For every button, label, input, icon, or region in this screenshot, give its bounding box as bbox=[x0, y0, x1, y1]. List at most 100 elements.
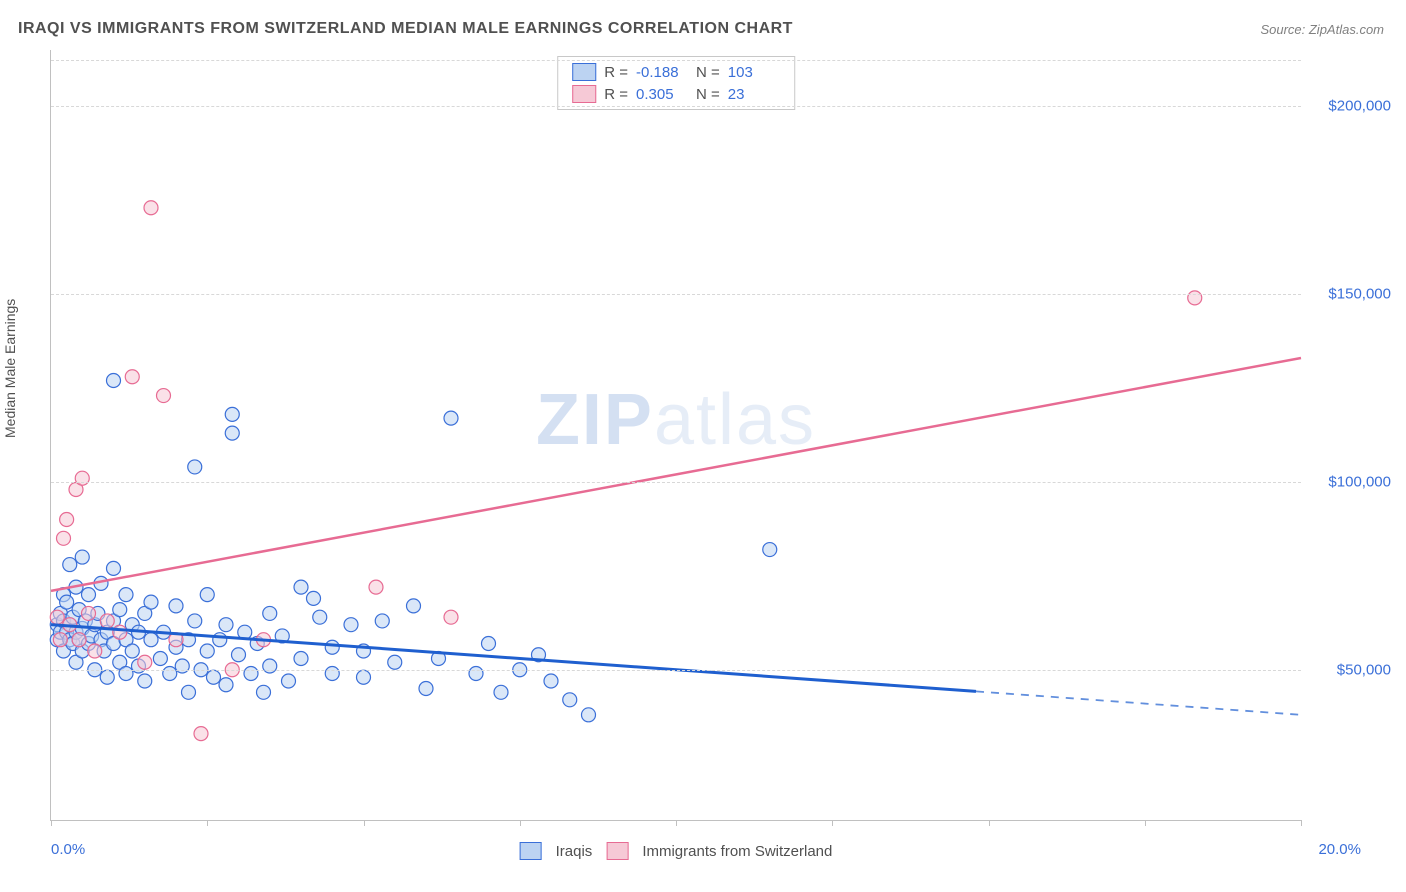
regression-line-swiss bbox=[51, 358, 1301, 591]
data-point-iraqis bbox=[125, 644, 139, 658]
gridline bbox=[51, 670, 1301, 671]
data-point-iraqis bbox=[563, 693, 577, 707]
data-point-iraqis bbox=[544, 674, 558, 688]
data-point-swiss bbox=[113, 625, 127, 639]
data-point-iraqis bbox=[313, 610, 327, 624]
data-point-swiss bbox=[369, 580, 383, 594]
data-point-iraqis bbox=[144, 633, 158, 647]
x-tick bbox=[364, 820, 365, 826]
x-tick bbox=[520, 820, 521, 826]
x-axis-min-label: 0.0% bbox=[51, 841, 85, 858]
data-point-iraqis bbox=[200, 644, 214, 658]
chart-svg bbox=[51, 50, 1301, 820]
y-tick-label: $200,000 bbox=[1311, 98, 1391, 115]
data-point-swiss bbox=[138, 655, 152, 669]
data-point-iraqis bbox=[138, 674, 152, 688]
data-point-iraqis bbox=[200, 588, 214, 602]
data-point-swiss bbox=[157, 389, 171, 403]
data-point-iraqis bbox=[344, 618, 358, 632]
data-point-iraqis bbox=[263, 659, 277, 673]
data-point-iraqis bbox=[375, 614, 389, 628]
data-point-iraqis bbox=[294, 580, 308, 594]
data-point-iraqis bbox=[153, 651, 167, 665]
data-point-iraqis bbox=[325, 667, 339, 681]
data-point-iraqis bbox=[219, 618, 233, 632]
data-point-iraqis bbox=[444, 411, 458, 425]
data-point-swiss bbox=[57, 531, 71, 545]
data-point-iraqis bbox=[357, 670, 371, 684]
data-point-swiss bbox=[88, 644, 102, 658]
y-tick-label: $100,000 bbox=[1311, 473, 1391, 490]
data-point-iraqis bbox=[469, 667, 483, 681]
x-tick bbox=[1301, 820, 1302, 826]
data-point-swiss bbox=[444, 610, 458, 624]
data-point-iraqis bbox=[244, 667, 258, 681]
data-point-iraqis bbox=[60, 595, 74, 609]
data-point-iraqis bbox=[307, 591, 321, 605]
chart-title: IRAQI VS IMMIGRANTS FROM SWITZERLAND MED… bbox=[18, 20, 793, 38]
data-point-iraqis bbox=[113, 603, 127, 617]
gridline bbox=[51, 294, 1301, 295]
series-swatch-iraqis bbox=[520, 842, 542, 860]
gridline bbox=[51, 482, 1301, 483]
x-axis-max-label: 20.0% bbox=[1318, 841, 1361, 858]
data-point-swiss bbox=[82, 606, 96, 620]
gridline bbox=[51, 60, 1301, 61]
data-point-iraqis bbox=[163, 667, 177, 681]
series-name-swiss: Immigrants from Switzerland bbox=[642, 843, 832, 860]
data-point-swiss bbox=[125, 370, 139, 384]
data-point-iraqis bbox=[494, 685, 508, 699]
data-point-swiss bbox=[194, 727, 208, 741]
data-point-iraqis bbox=[407, 599, 421, 613]
y-tick-label: $150,000 bbox=[1311, 286, 1391, 303]
series-legend: Iraqis Immigrants from Switzerland bbox=[520, 842, 833, 860]
data-point-swiss bbox=[75, 471, 89, 485]
scatter-plot-area: ZIPatlas R = -0.188 N = 103 R = 0.305 N … bbox=[50, 50, 1301, 821]
data-point-swiss bbox=[144, 201, 158, 215]
data-point-iraqis bbox=[119, 588, 133, 602]
data-point-iraqis bbox=[225, 426, 239, 440]
data-point-iraqis bbox=[188, 460, 202, 474]
y-axis-label: Median Male Earnings bbox=[2, 299, 18, 438]
data-point-iraqis bbox=[63, 558, 77, 572]
data-point-iraqis bbox=[763, 543, 777, 557]
regression-line-iraqis bbox=[51, 625, 976, 692]
data-point-iraqis bbox=[119, 667, 133, 681]
data-point-iraqis bbox=[582, 708, 596, 722]
series-swatch-swiss bbox=[606, 842, 628, 860]
data-point-iraqis bbox=[213, 633, 227, 647]
data-point-iraqis bbox=[188, 614, 202, 628]
data-point-swiss bbox=[100, 614, 114, 628]
data-point-iraqis bbox=[388, 655, 402, 669]
gridline bbox=[51, 106, 1301, 107]
data-point-iraqis bbox=[182, 685, 196, 699]
data-point-swiss bbox=[53, 633, 67, 647]
data-point-iraqis bbox=[282, 674, 296, 688]
data-point-iraqis bbox=[100, 670, 114, 684]
data-point-swiss bbox=[60, 513, 74, 527]
series-name-iraqis: Iraqis bbox=[556, 843, 593, 860]
data-point-swiss bbox=[50, 610, 64, 624]
data-point-iraqis bbox=[225, 407, 239, 421]
x-tick bbox=[1145, 820, 1146, 826]
data-point-iraqis bbox=[175, 659, 189, 673]
data-point-iraqis bbox=[169, 599, 183, 613]
x-tick bbox=[989, 820, 990, 826]
data-point-iraqis bbox=[107, 561, 121, 575]
data-point-iraqis bbox=[207, 670, 221, 684]
data-point-iraqis bbox=[144, 595, 158, 609]
data-point-iraqis bbox=[482, 636, 496, 650]
data-point-iraqis bbox=[107, 374, 121, 388]
regression-line-iraqis-extrapolated bbox=[976, 691, 1301, 714]
data-point-iraqis bbox=[75, 550, 89, 564]
data-point-iraqis bbox=[232, 648, 246, 662]
data-point-iraqis bbox=[263, 606, 277, 620]
data-point-swiss bbox=[1188, 291, 1202, 305]
data-point-iraqis bbox=[419, 682, 433, 696]
data-point-iraqis bbox=[219, 678, 233, 692]
y-tick-label: $50,000 bbox=[1311, 661, 1391, 678]
data-point-iraqis bbox=[325, 640, 339, 654]
data-point-iraqis bbox=[82, 588, 96, 602]
data-point-iraqis bbox=[257, 685, 271, 699]
x-tick bbox=[207, 820, 208, 826]
